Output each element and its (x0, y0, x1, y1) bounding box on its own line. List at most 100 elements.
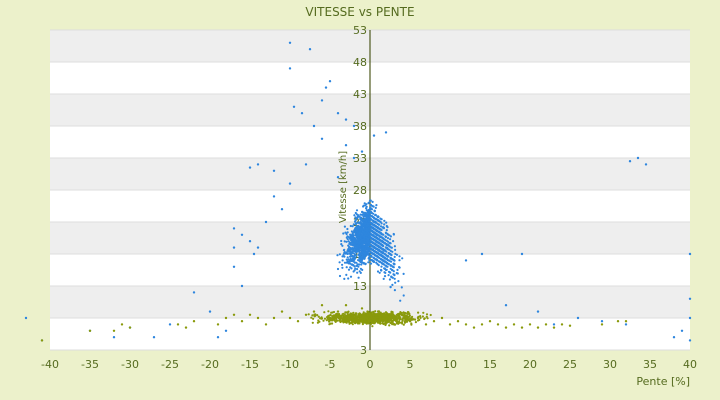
data-point (368, 255, 371, 258)
data-point (386, 321, 389, 324)
data-point (504, 304, 508, 307)
data-point (264, 323, 268, 326)
data-point (370, 207, 373, 211)
data-point (341, 319, 344, 322)
data-point (383, 315, 386, 318)
data-point (373, 254, 376, 257)
data-point (367, 209, 370, 212)
x-tick-label: 35 (643, 358, 657, 371)
data-point (365, 239, 368, 242)
data-point (628, 160, 632, 163)
data-point (364, 263, 367, 266)
data-point (272, 169, 276, 172)
data-point (405, 316, 408, 319)
data-point (224, 329, 228, 332)
data-point (402, 272, 405, 275)
data-point (366, 317, 369, 320)
data-point (374, 224, 377, 227)
data-point (336, 310, 340, 313)
data-point (372, 241, 375, 244)
data-point (304, 313, 308, 316)
data-point (343, 225, 346, 228)
data-point (374, 240, 377, 243)
data-point (369, 203, 372, 206)
data-point (355, 209, 359, 212)
data-point (364, 234, 367, 237)
data-point (317, 315, 320, 318)
data-point (381, 236, 384, 239)
data-point (367, 256, 370, 260)
data-point (351, 323, 354, 326)
data-point (624, 320, 628, 323)
data-point (345, 240, 348, 243)
data-point (288, 182, 292, 185)
data-point (600, 320, 604, 323)
data-point (371, 230, 374, 233)
data-point (342, 321, 345, 324)
data-point (358, 234, 361, 237)
data-point (389, 238, 392, 241)
data-point (319, 317, 323, 320)
data-point (366, 215, 369, 218)
data-point (304, 163, 308, 166)
data-point (406, 320, 409, 323)
data-point (386, 254, 390, 258)
data-point (568, 324, 572, 327)
data-point (356, 249, 359, 252)
data-point (348, 242, 351, 245)
x-tick-label: -35 (81, 358, 99, 371)
data-point (336, 254, 339, 257)
data-point (375, 204, 378, 207)
data-point (336, 267, 340, 271)
data-point (362, 238, 365, 241)
data-point (376, 321, 379, 324)
data-point (248, 240, 252, 243)
data-point (256, 246, 260, 249)
data-point (365, 243, 368, 246)
data-point (358, 229, 361, 232)
chart-title: VITESSE vs PENTE (305, 5, 414, 19)
data-point (341, 259, 344, 262)
data-point (344, 319, 347, 322)
data-point (380, 244, 383, 247)
data-point (389, 321, 392, 324)
data-point (389, 257, 392, 260)
data-point (416, 319, 420, 322)
data-point (390, 319, 393, 322)
data-point (338, 253, 341, 256)
data-point (381, 320, 384, 323)
data-point (232, 246, 236, 249)
data-point (401, 322, 404, 325)
data-point (390, 246, 393, 249)
data-point (350, 267, 353, 270)
data-point (336, 112, 340, 115)
data-point (363, 202, 366, 205)
data-point (426, 317, 429, 320)
data-point (374, 206, 377, 209)
data-point (385, 250, 388, 253)
data-point (347, 268, 351, 271)
data-point (352, 259, 355, 263)
data-point (345, 273, 348, 276)
data-point (390, 310, 393, 313)
data-point (367, 322, 370, 325)
data-point (353, 246, 356, 249)
data-point (240, 320, 244, 323)
data-point (379, 239, 382, 242)
data-point (386, 237, 390, 240)
data-point (379, 250, 382, 253)
data-point (343, 261, 347, 264)
data-point (361, 268, 364, 271)
data-point (348, 248, 351, 251)
x-tick-label: 15 (483, 358, 497, 371)
data-point (343, 313, 346, 316)
data-point (387, 262, 390, 266)
data-point (372, 312, 376, 315)
data-point (394, 319, 397, 322)
data-point (345, 316, 348, 319)
data-point (360, 263, 363, 266)
data-point (374, 258, 378, 261)
data-point (367, 261, 370, 264)
data-point (369, 323, 372, 326)
data-point (300, 112, 304, 115)
